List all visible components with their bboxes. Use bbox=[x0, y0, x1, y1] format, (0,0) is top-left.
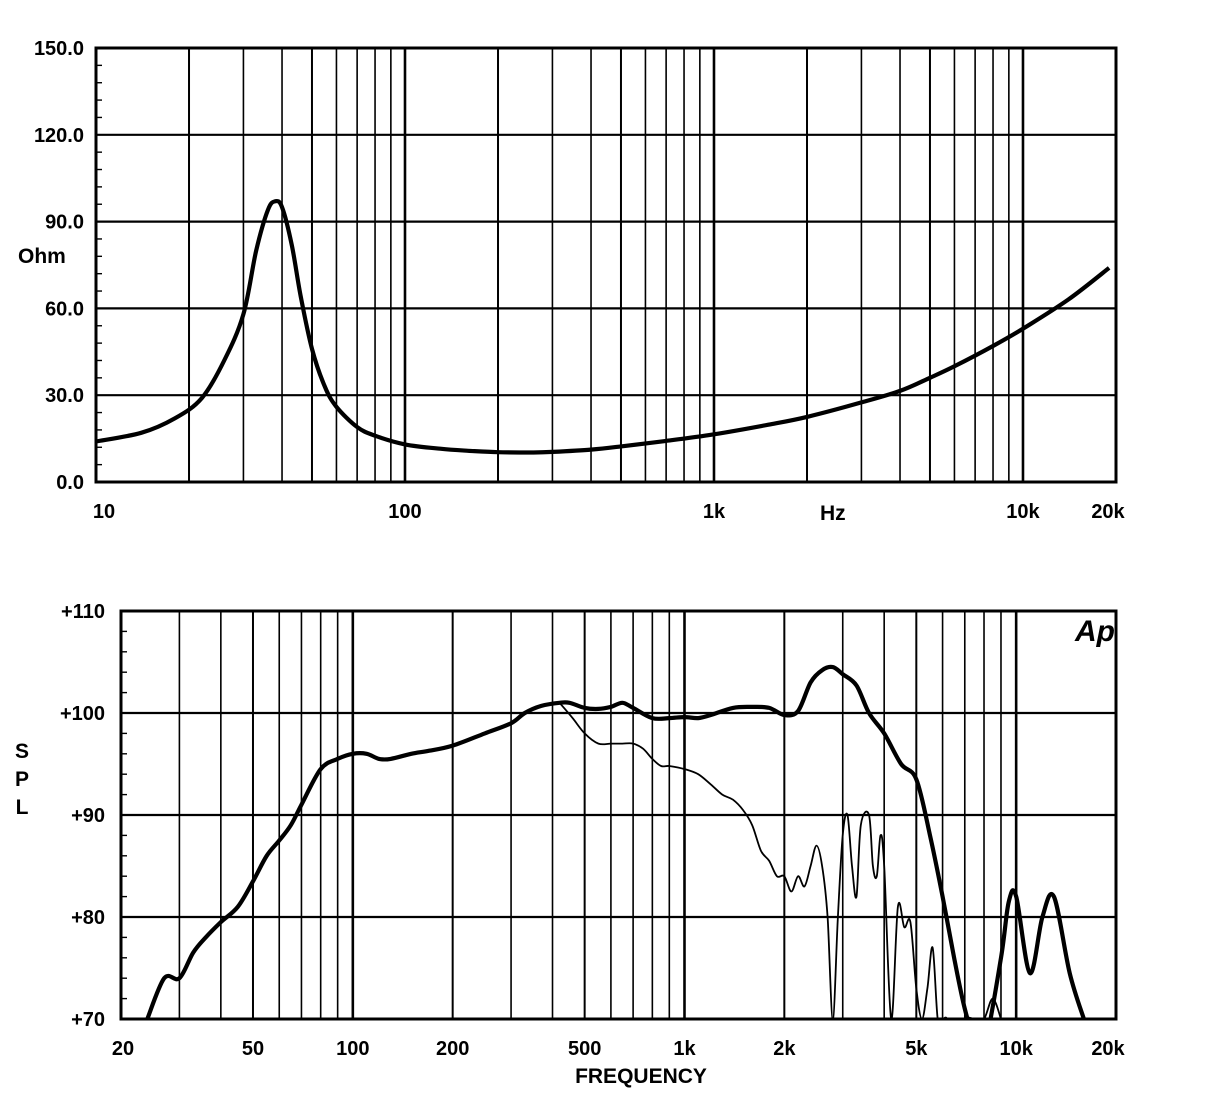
x-tick-label: 2k bbox=[773, 1038, 796, 1060]
y-tick-label: 30.0 bbox=[45, 385, 84, 407]
y-tick-label: 0.0 bbox=[56, 472, 84, 494]
y-tick-label: +100 bbox=[60, 703, 105, 725]
x-tick-label: 500 bbox=[568, 1038, 601, 1060]
x-tick-label: 1k bbox=[703, 501, 726, 523]
y-tick-label: 60.0 bbox=[45, 298, 84, 320]
impedance-series bbox=[96, 198, 1111, 455]
spl-x-tick-labels: 20 50 100 200 500 1k 2k 5k 10k 20k bbox=[112, 1038, 1126, 1060]
spl-x-axis-title: FREQUENCY bbox=[575, 1065, 707, 1088]
spl-y-tick-labels: +70 +80 +90 +100 +110 bbox=[60, 601, 105, 1031]
impedance-x-tick-labels: 10 100 1k 10k 20k bbox=[93, 501, 1126, 523]
x-tick-label: 100 bbox=[388, 501, 421, 523]
y-tick-label: 90.0 bbox=[45, 212, 84, 234]
thin-response-line bbox=[558, 702, 1002, 1019]
spl-series bbox=[145, 664, 1086, 1019]
y-tick-label: +70 bbox=[71, 1009, 105, 1031]
ap-logo: Ap bbox=[1074, 615, 1115, 648]
x-tick-label: 100 bbox=[336, 1038, 369, 1060]
x-tick-label: 20 bbox=[112, 1038, 134, 1060]
thick-response-line bbox=[96, 198, 1111, 455]
spl-plot-frame bbox=[119, 609, 1118, 1021]
spl-grid bbox=[121, 611, 1116, 1019]
x-tick-label: 10k bbox=[1006, 501, 1040, 523]
y-tick-label: 150.0 bbox=[34, 38, 84, 60]
y-tick-label: +90 bbox=[71, 805, 105, 827]
impedance-grid bbox=[96, 48, 1116, 482]
x-tick-label: 20k bbox=[1091, 501, 1125, 523]
x-tick-label: 5k bbox=[905, 1038, 928, 1060]
y-tick-label: +80 bbox=[71, 907, 105, 929]
x-tick-label: 200 bbox=[436, 1038, 469, 1060]
impedance-plot-frame bbox=[94, 46, 1118, 484]
x-tick-label: 10 bbox=[93, 501, 115, 523]
x-tick-label: 1k bbox=[673, 1038, 696, 1060]
x-tick-label: 10k bbox=[999, 1038, 1033, 1060]
spl-chart: 20 50 100 200 500 1k 2k 5k 10k 20k +70+80+90+100+… bbox=[15, 601, 1126, 1088]
impedance-chart: 10 100 1k 10k 20k 0.030.060.090.0120.0150.0 … bbox=[18, 38, 1126, 525]
y-tick-label: +110 bbox=[61, 601, 105, 623]
impedance-y-tick-labels: 0.0 30.0 60.0 90.0 120.0 150.0 bbox=[34, 38, 84, 494]
x-tick-label: 20k bbox=[1091, 1038, 1125, 1060]
x-tick-label: 50 bbox=[242, 1038, 264, 1060]
y-tick-label: 120.0 bbox=[34, 125, 84, 147]
impedance-y-axis-title: Ohm bbox=[18, 245, 66, 268]
impedance-x-axis-title: Hz bbox=[820, 502, 846, 525]
thick-response-line bbox=[145, 664, 1086, 1019]
